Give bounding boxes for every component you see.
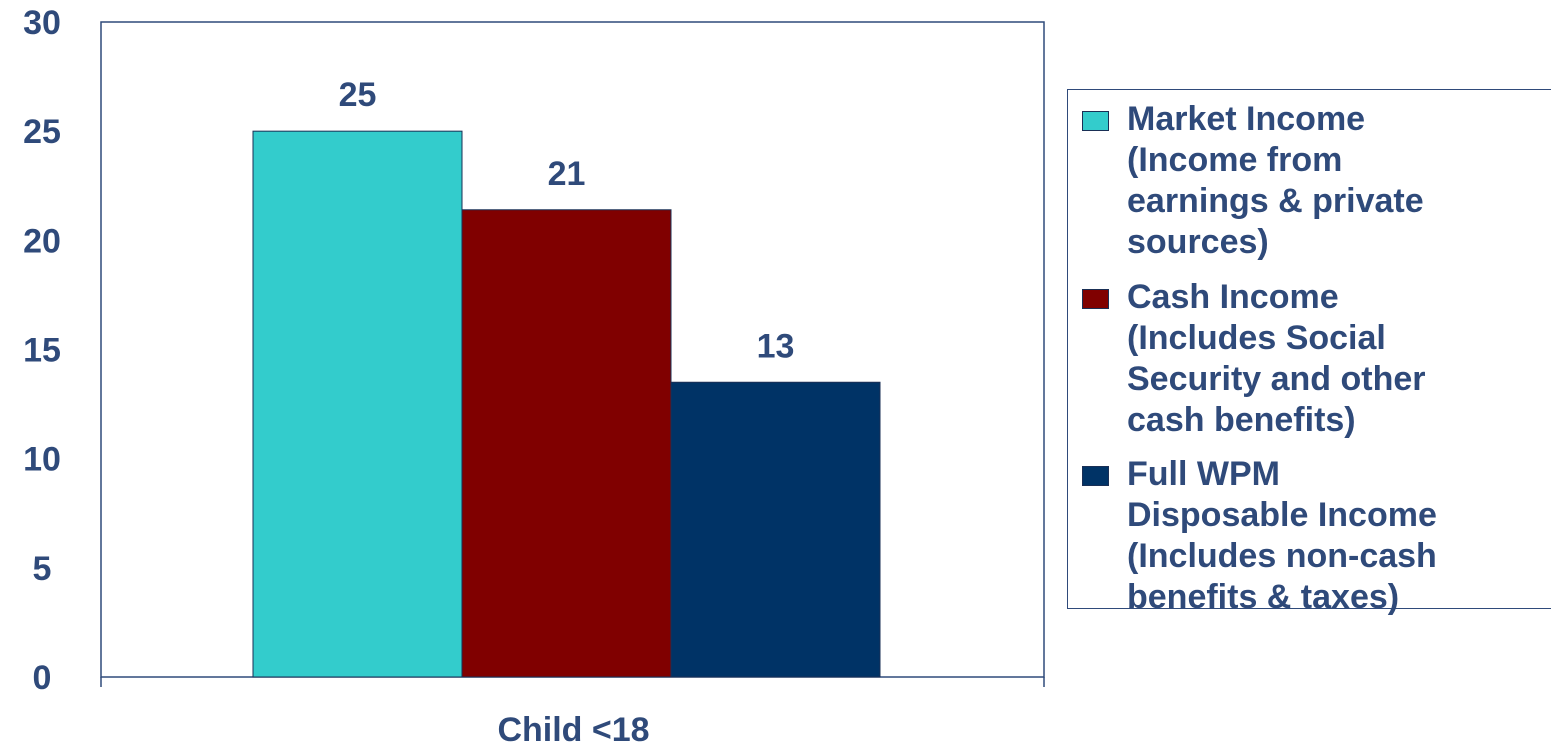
bars — [252, 130, 881, 678]
legend-label-line: Disposable Income — [1127, 496, 1437, 534]
legend-label-line: Security and other — [1127, 360, 1426, 398]
x-axis: Child <18 — [497, 711, 649, 747]
legend: Market Income (Income from earnings & priv… — [1067, 89, 1551, 616]
legend-label-line: earnings & private — [1127, 182, 1424, 220]
bar — [252, 130, 463, 678]
y-tick-label: 0 — [33, 659, 52, 697]
y-tick-label: 25 — [23, 113, 61, 151]
y-tick-label: 10 — [23, 441, 61, 479]
legend-label-line: (Includes non-cash — [1127, 537, 1437, 575]
legend-swatch — [1082, 289, 1109, 309]
legend-label-line: sources) — [1127, 223, 1269, 261]
legend-label-line: (Includes Social — [1127, 319, 1386, 357]
y-tick-label: 5 — [33, 550, 52, 588]
legend-label-line: Market Income — [1127, 100, 1366, 138]
legend-label: Cash Income (Includes Social Security and … — [1127, 277, 1547, 441]
y-tick-label: 30 — [23, 4, 61, 42]
bar-value-label: 21 — [548, 155, 586, 193]
legend-label: Full WPM Disposable Income (Includes non-c… — [1127, 454, 1547, 618]
y-tick-label: 20 — [23, 222, 61, 260]
bar-value-label: 25 — [339, 76, 377, 114]
bar-value-label: 13 — [757, 327, 795, 365]
legend-label-line: cash benefits) — [1127, 401, 1356, 439]
legend-label-line: (Income from — [1127, 141, 1343, 179]
x-tick-label: Child <18 — [497, 711, 649, 747]
legend-swatch — [1082, 111, 1109, 131]
bar — [670, 381, 881, 678]
legend-swatch — [1082, 466, 1109, 486]
legend-label-line: benefits & taxes) — [1127, 578, 1400, 616]
bar-value-labels: 25 21 13 — [339, 76, 795, 365]
bar — [461, 209, 672, 678]
y-tick-label: 15 — [23, 332, 61, 370]
legend-label-line: Full WPM — [1127, 455, 1280, 493]
legend-label: Market Income (Income from earnings & priv… — [1127, 99, 1547, 263]
legend-label-line: Cash Income — [1127, 278, 1339, 316]
y-axis: 0 5 10 15 20 25 30 — [23, 4, 61, 697]
